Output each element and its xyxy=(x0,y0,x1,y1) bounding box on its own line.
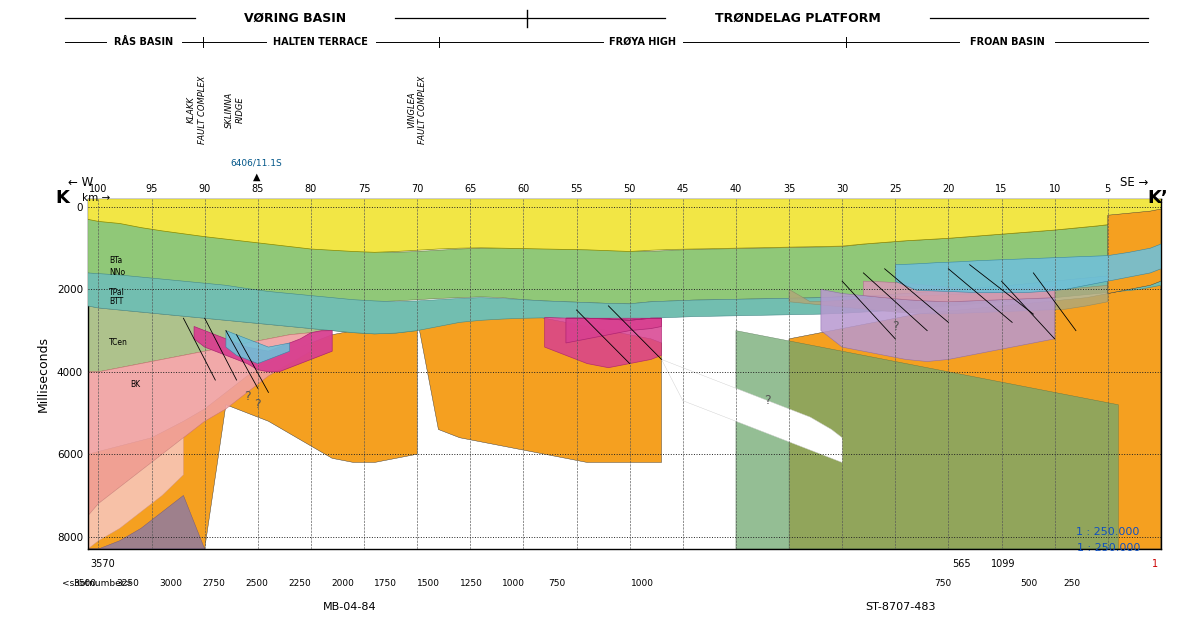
Text: ?: ? xyxy=(244,390,250,403)
Polygon shape xyxy=(417,308,662,463)
Text: 2750: 2750 xyxy=(202,579,225,587)
Polygon shape xyxy=(789,285,1108,314)
Polygon shape xyxy=(88,318,417,549)
Polygon shape xyxy=(88,495,205,549)
Polygon shape xyxy=(88,438,183,549)
Polygon shape xyxy=(88,333,310,516)
Text: NNo: NNo xyxy=(109,268,125,276)
Polygon shape xyxy=(820,290,1055,362)
Text: TPal: TPal xyxy=(109,288,125,297)
Text: 565: 565 xyxy=(952,559,971,569)
Text: 1 : 250.000: 1 : 250.000 xyxy=(1077,543,1140,553)
Text: ▲: ▲ xyxy=(253,172,260,182)
Text: 1000: 1000 xyxy=(632,579,654,587)
Polygon shape xyxy=(1108,209,1161,293)
Text: 750: 750 xyxy=(935,579,952,587)
Polygon shape xyxy=(88,199,1161,252)
Y-axis label: Milliseconds: Milliseconds xyxy=(37,336,49,412)
Text: 1000: 1000 xyxy=(503,579,526,587)
Polygon shape xyxy=(895,244,1161,293)
Text: 500: 500 xyxy=(1020,579,1037,587)
Text: 1: 1 xyxy=(1152,559,1158,569)
Text: FROAN BASIN: FROAN BASIN xyxy=(970,37,1044,47)
Text: <shotnumber>: <shotnumber> xyxy=(63,579,132,587)
Text: ← W: ← W xyxy=(69,175,94,189)
Text: 3500: 3500 xyxy=(73,579,96,587)
Text: 1099: 1099 xyxy=(991,559,1015,569)
Text: VINGLEA
FAULT COMPLEX: VINGLEA FAULT COMPLEX xyxy=(408,76,427,144)
Text: 1500: 1500 xyxy=(416,579,439,587)
Text: 6406/11.1S: 6406/11.1S xyxy=(231,158,283,167)
Text: BK: BK xyxy=(130,380,141,389)
Text: VØRING BASIN: VØRING BASIN xyxy=(244,11,346,25)
Text: 1 : 250.000: 1 : 250.000 xyxy=(1077,528,1139,538)
Text: SKLINNA
RIDGE: SKLINNA RIDGE xyxy=(225,92,245,128)
Polygon shape xyxy=(88,306,417,372)
Text: SE →: SE → xyxy=(1120,175,1148,189)
Text: 2250: 2250 xyxy=(288,579,310,587)
Text: km →: km → xyxy=(82,193,111,203)
Text: ST-8707-483: ST-8707-483 xyxy=(865,602,935,612)
Text: HALTEN TERRACE: HALTEN TERRACE xyxy=(273,37,368,47)
Polygon shape xyxy=(565,318,662,343)
Polygon shape xyxy=(194,326,332,372)
Polygon shape xyxy=(226,331,290,363)
Text: TRØNDELAG PLATFORM: TRØNDELAG PLATFORM xyxy=(715,11,881,25)
Text: ?: ? xyxy=(891,320,899,333)
Text: 2500: 2500 xyxy=(245,579,268,587)
Text: 250: 250 xyxy=(1063,579,1080,587)
Text: 2000: 2000 xyxy=(331,579,354,587)
Polygon shape xyxy=(864,281,1055,302)
Text: 3570: 3570 xyxy=(90,559,114,569)
Text: K’: K’ xyxy=(1148,189,1168,207)
Text: K: K xyxy=(55,189,69,207)
Text: MB-04-84: MB-04-84 xyxy=(324,602,377,612)
Polygon shape xyxy=(736,331,1119,549)
Text: ?: ? xyxy=(764,394,771,407)
Polygon shape xyxy=(789,281,1161,549)
Text: ?: ? xyxy=(255,398,261,411)
Text: BTT: BTT xyxy=(109,297,124,306)
Polygon shape xyxy=(545,317,662,368)
Text: RÅS BASIN: RÅS BASIN xyxy=(114,37,173,47)
Polygon shape xyxy=(662,360,842,463)
Polygon shape xyxy=(88,220,1161,304)
Text: 1250: 1250 xyxy=(460,579,482,587)
Text: 750: 750 xyxy=(549,579,565,587)
Text: 3250: 3250 xyxy=(117,579,140,587)
Text: TCen: TCen xyxy=(109,338,128,348)
Text: 3000: 3000 xyxy=(159,579,183,587)
Text: 1750: 1750 xyxy=(374,579,397,587)
Text: KLAKK
FAULT COMPLEX: KLAKK FAULT COMPLEX xyxy=(188,76,207,144)
Text: BTa: BTa xyxy=(109,256,123,265)
Text: FRØYA HIGH: FRØYA HIGH xyxy=(609,37,676,47)
Polygon shape xyxy=(88,269,1161,334)
